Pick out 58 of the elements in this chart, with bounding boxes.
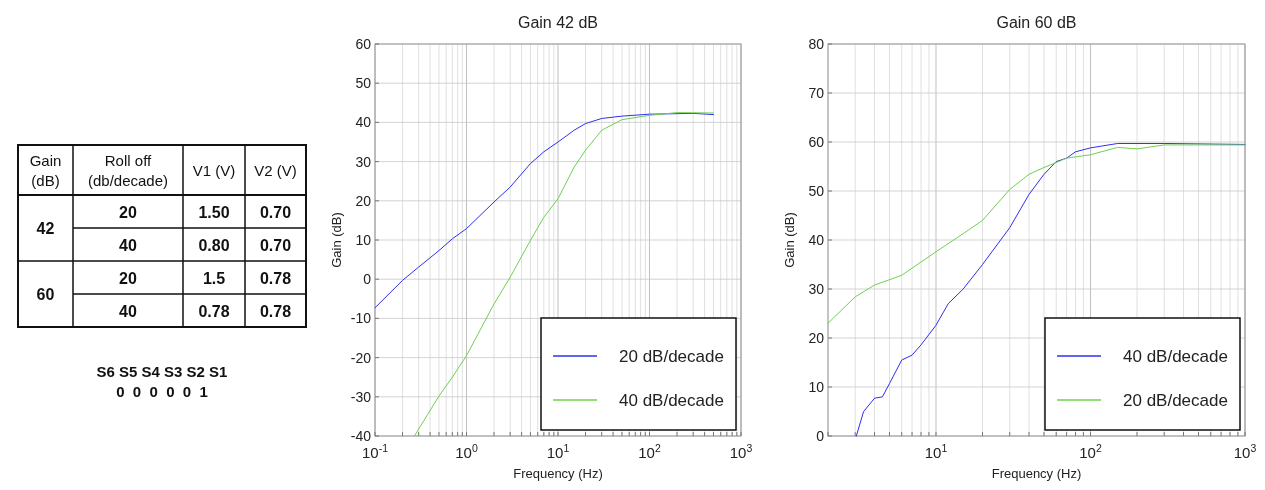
x-tick-label: 10$^{-1}$: [361, 442, 389, 461]
y-tick-label: -20: [350, 349, 372, 366]
x-tick-label: 10$^{0}$: [455, 442, 478, 461]
text: 1.50: [198, 203, 230, 221]
y-axis-title: Gain (dB): [329, 212, 344, 268]
y-tick-label: 10: [808, 379, 825, 395]
x-tick-label: 10$^{2}$: [638, 442, 661, 461]
y-tick-label: 40: [808, 232, 825, 248]
text: 60: [36, 286, 55, 303]
legend-label: 20 dB/decade: [1123, 391, 1228, 410]
text: 42: [36, 220, 55, 237]
text: 1.5: [202, 269, 226, 287]
category-label: Gain (dB): [29, 152, 62, 189]
legend-label: 40 dB/decade: [619, 391, 724, 410]
y-tick-label: 0: [363, 271, 372, 288]
text: 0.78: [259, 269, 292, 287]
category-label: Roll off (db/decade): [87, 152, 169, 189]
y-tick-label: 10: [355, 232, 372, 248]
x-axis-title: Frequency (Hz): [513, 466, 603, 481]
text: 20: [119, 269, 137, 287]
text: S6 S5 S4 S3 S2 S1: [96, 363, 228, 380]
x-tick-label: 10$^{3}$: [729, 442, 753, 461]
text: 40: [119, 302, 137, 320]
chart-title: Gain 42 dB: [517, 14, 599, 31]
x-tick-label: 10$^{1}$: [924, 442, 948, 461]
y-tick-label: 50: [808, 183, 825, 199]
text: 20: [119, 203, 137, 221]
y-tick-label: 80: [808, 36, 825, 52]
y-tick-label: 60: [808, 134, 825, 150]
y-tick-label: 20: [355, 192, 372, 209]
y-tick-label: 70: [808, 85, 825, 101]
legend-label: 40 dB/decade: [1123, 347, 1228, 366]
y-tick-label: 0: [816, 428, 825, 444]
y-tick-label: 40: [355, 114, 372, 131]
y-tick-label: 60: [355, 36, 372, 52]
x-tick-label: 10$^{1}$: [546, 442, 570, 461]
text: 40: [119, 236, 137, 254]
x-axis-title: Frequency (Hz): [991, 466, 1082, 481]
y-tick-label: -30: [350, 388, 372, 405]
text: 0.78: [198, 302, 230, 320]
y-tick-label: 50: [355, 75, 372, 92]
text: 0.78: [259, 302, 292, 320]
y-tick-label: 30: [355, 153, 372, 170]
chart-title: Gain 60 dB: [996, 14, 1077, 31]
text: 0.70: [259, 203, 292, 221]
x-tick-label: 10$^{2}$: [1079, 442, 1102, 461]
y-tick-label: -40: [350, 428, 372, 444]
category-label: V1 (V): [192, 162, 236, 179]
legend-label: 20 dB/decade: [619, 347, 724, 366]
y-tick-label: -10: [350, 310, 372, 327]
x-tick-label: 10$^{3}$: [1233, 442, 1257, 461]
y-axis-title: Gain (dB): [782, 212, 797, 268]
text: 0 0 0 0 0 1: [116, 383, 208, 400]
y-tick-label: 30: [808, 281, 825, 297]
y-tick-label: 20: [808, 330, 825, 346]
text: 0.70: [259, 236, 292, 254]
category-label: V2 (V): [254, 162, 297, 179]
text: 0.80: [198, 236, 230, 254]
